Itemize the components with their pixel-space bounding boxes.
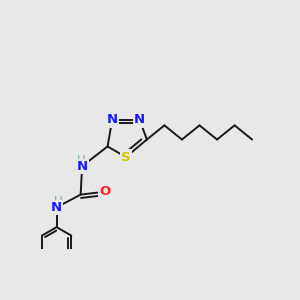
Text: N: N xyxy=(51,201,62,214)
Text: N: N xyxy=(134,113,145,126)
Text: H: H xyxy=(54,195,62,208)
Text: N: N xyxy=(107,113,118,126)
Text: N: N xyxy=(76,160,88,173)
Text: S: S xyxy=(121,151,131,164)
Text: H: H xyxy=(77,154,86,166)
Text: O: O xyxy=(99,185,110,198)
